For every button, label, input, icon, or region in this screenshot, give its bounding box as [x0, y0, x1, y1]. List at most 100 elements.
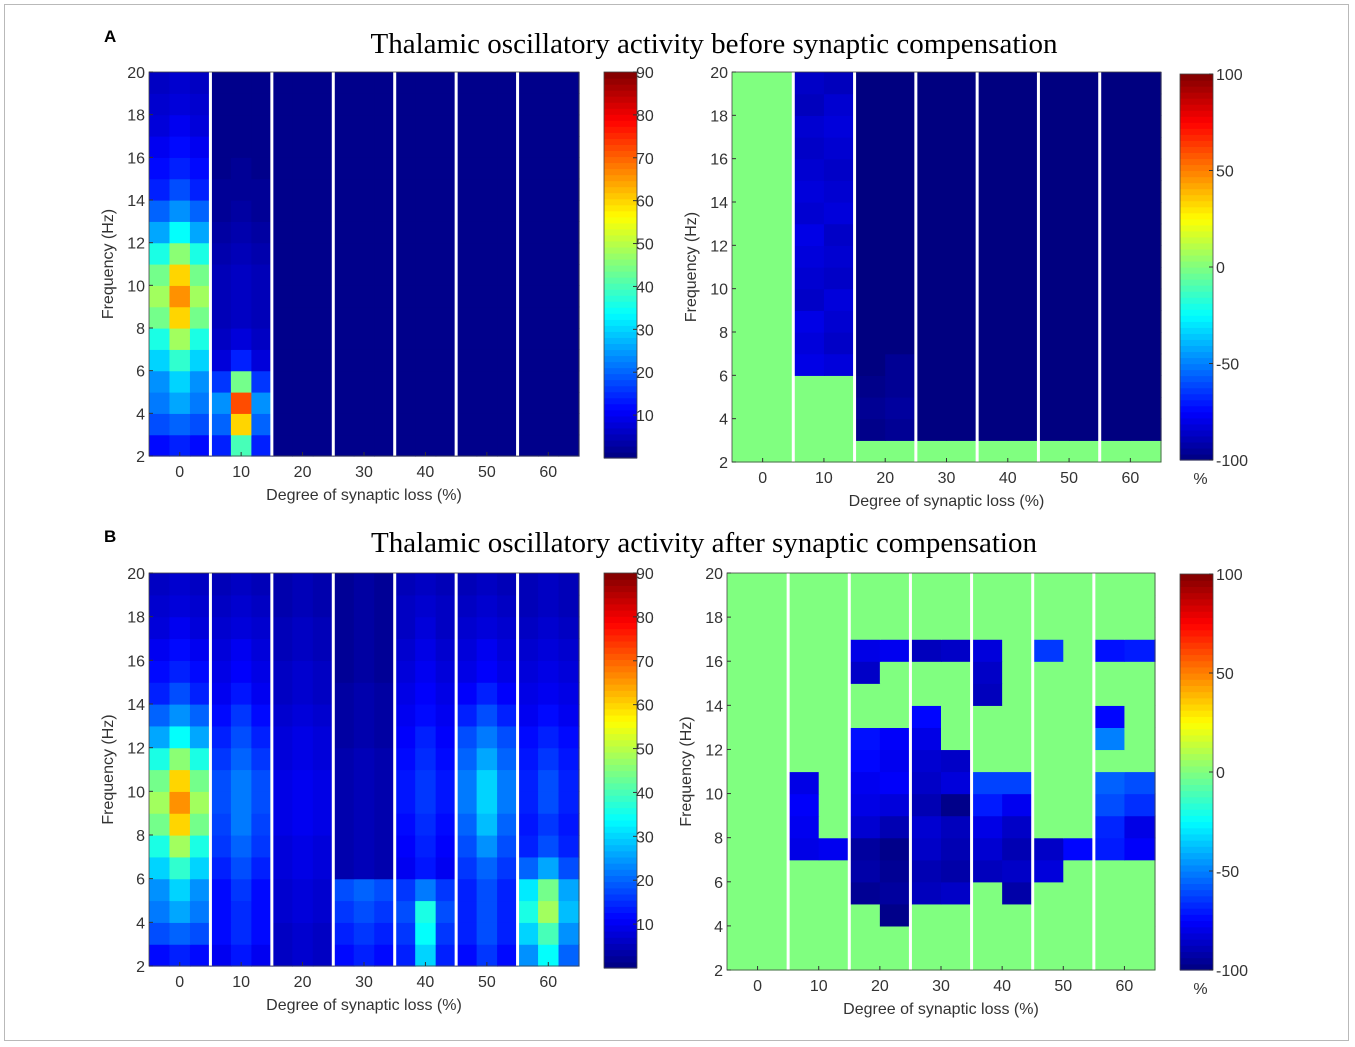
heatmap-cell-40-12-0 [971, 727, 1003, 751]
heatmap-cell-10-2-1 [230, 944, 252, 967]
colorbar-step [604, 289, 637, 296]
colorbar-step [604, 813, 637, 821]
colorbar-step [604, 325, 637, 332]
heatmap-cell-10-19-1 [230, 72, 252, 94]
heatmap-cell-60-12-2 [558, 221, 580, 244]
colorbar-step [604, 603, 637, 611]
heatmap-cell-40-14-1 [1007, 180, 1040, 203]
heatmap-cell-0-18-1 [757, 595, 789, 618]
heatmap-cell-10-10-1 [230, 264, 252, 286]
heatmap-cell-10-18-0 [210, 594, 232, 618]
colorbar-step [1180, 104, 1213, 111]
colorbar-step [1180, 236, 1213, 244]
heatmap-cell-40-17-0 [394, 114, 416, 137]
colorbar-step [604, 409, 637, 417]
heatmap-cell-30-16-2 [374, 136, 396, 158]
heatmap-cell-10-10-0 [788, 771, 820, 795]
heatmap-cell-50-11-2 [497, 747, 519, 771]
colorbar-step [1180, 871, 1213, 878]
heatmap-cell-50-11-1 [476, 242, 498, 265]
heatmap-cell-0-16-1 [757, 639, 789, 662]
heatmap-cell-60-12-1 [538, 725, 560, 749]
heatmap-cell-0-12-2 [189, 725, 212, 749]
heatmap-cell-10-3-1 [818, 925, 850, 949]
heatmap-cell-40-16-2 [435, 638, 457, 661]
heatmap-cell-20-4-1 [885, 397, 917, 420]
heatmap-cell-50-3-1 [476, 922, 498, 945]
heatmap-cell-10-5-1 [230, 878, 252, 902]
heatmap-cell-50-5-0 [456, 878, 478, 902]
heatmap-cell-20-6-0 [271, 856, 293, 880]
colorbar-step [1180, 679, 1213, 686]
colorbar-step [1180, 134, 1213, 141]
colorbar-step [1180, 98, 1213, 105]
heatmap-cell-0-3-0 [149, 922, 171, 945]
heatmap-cell-30-17-0 [910, 617, 942, 640]
heatmap-cell-10-7-2 [251, 835, 273, 858]
heatmap-cell-0-3-2 [189, 922, 212, 945]
heatmap-cell-30-8-1 [946, 310, 978, 333]
heatmap-cell-50-15-2 [497, 660, 519, 683]
heatmap-cell-50-10-0 [1032, 771, 1064, 795]
heatmap-cell-20-12-2 [312, 221, 334, 244]
heatmap-cell-60-8-0 [1099, 310, 1131, 333]
x-tick-label: 60 [1116, 978, 1134, 995]
heatmap-cell-50-18-2 [497, 93, 519, 116]
heatmap-cell-60-15-2 [558, 157, 580, 180]
heatmap-cell-10-11-2 [251, 242, 273, 265]
heatmap-cell-20-14-1 [885, 180, 917, 203]
heatmap-cell-20-3-0 [849, 925, 881, 949]
heatmap-cell-10-2-0 [210, 434, 232, 457]
heatmap-cell-10-3-0 [210, 413, 232, 436]
heatmap-cell-20-17-0 [849, 617, 881, 640]
heatmap-cell-20-14-2 [312, 682, 334, 705]
heatmap-cell-60-14-0 [517, 178, 539, 201]
colorbar-step [1180, 654, 1213, 662]
heatmap-cell-10-15-1 [818, 661, 850, 684]
heatmap-cell-50-19-1 [1063, 573, 1095, 596]
heatmap-cell-30-9-1 [353, 791, 375, 814]
heatmap-cell-10-16-0 [210, 136, 232, 158]
heatmap-cell-20-17-0 [271, 616, 293, 640]
heatmap-cell-10-2-1 [818, 947, 850, 971]
heatmap-cell-50-6-2 [497, 856, 519, 880]
heatmap-cell-0-4-2 [189, 900, 212, 923]
heatmap-cell-40-7-2 [435, 328, 457, 350]
heatmap-cell-0-2-2 [189, 944, 212, 967]
heatmap-cell-30-10-2 [374, 769, 396, 792]
heatmap-cell-40-2-1 [1007, 440, 1040, 463]
heatmap-cell-0-10-1 [169, 264, 191, 286]
heatmap-cell-60-19-2 [558, 573, 580, 596]
heatmap-cell-20-15-1 [885, 158, 917, 181]
colorbar-step [604, 591, 637, 599]
heatmap-cell-20-16-0 [271, 638, 293, 661]
heatmap-cell-0-15-0 [149, 660, 171, 683]
heatmap-cell-10-4-1 [823, 397, 856, 420]
heatmap-cell-20-6-1 [885, 353, 917, 376]
heatmap-cell-40-18-0 [977, 93, 1009, 116]
heatmap-cell-0-13-1 [169, 200, 191, 222]
heatmap-cell-50-6-1 [476, 856, 498, 880]
heatmap-cell-0-12-1 [762, 223, 794, 246]
heatmap-cell-0-8-2 [189, 306, 212, 329]
heatmap-cell-40-2-0 [394, 434, 416, 457]
heatmap-cell-10-17-1 [230, 114, 252, 137]
heatmap-cell-30-11-0 [333, 747, 355, 771]
heatmap-cell-50-2-1 [476, 944, 498, 967]
heatmap-cell-10-15-0 [210, 157, 232, 180]
colorbar-step [1180, 140, 1213, 147]
colorbar-step [604, 108, 637, 115]
heatmap-cell-10-18-2 [251, 93, 273, 116]
colorbar-step [1180, 772, 1213, 779]
heatmap-cell-10-11-0 [210, 242, 232, 265]
heatmap-cell-20-11-2 [312, 242, 334, 265]
heatmap-cell-10-13-2 [251, 704, 273, 727]
heatmap-cell-60-6-1 [1130, 353, 1162, 376]
colorbar-step [604, 702, 637, 710]
heatmap-cell-10-7-1 [230, 328, 252, 350]
heatmap-cell-20-2-2 [312, 944, 334, 967]
heatmap-cell-30-19-0 [910, 573, 942, 596]
heatmap-cell-0-5-0 [727, 881, 759, 905]
heatmap-cell-50-4-2 [497, 900, 519, 923]
heatmap-cell-40-12-1 [415, 725, 437, 749]
